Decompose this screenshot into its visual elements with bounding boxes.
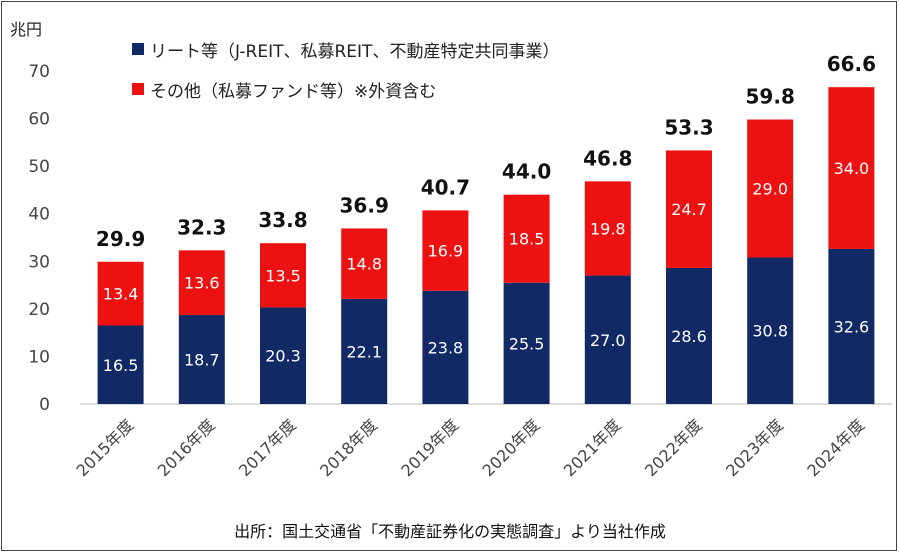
bar-segment-other bbox=[503, 194, 550, 283]
data-label-reit: 18.7 bbox=[184, 351, 220, 370]
data-label-other: 13.5 bbox=[265, 266, 301, 285]
data-label-total: 59.8 bbox=[746, 85, 795, 109]
data-label-other: 18.5 bbox=[509, 230, 545, 249]
bar-segment-reit bbox=[666, 267, 712, 404]
data-label-other: 34.0 bbox=[834, 159, 870, 178]
x-tick-label: 2016年度 bbox=[154, 415, 219, 480]
data-label-total: 33.8 bbox=[258, 208, 307, 232]
bar-segment-other bbox=[260, 243, 306, 308]
data-label-reit: 27.0 bbox=[590, 331, 626, 350]
bar-segment-other bbox=[178, 250, 225, 316]
bar-segment-reit bbox=[422, 290, 469, 404]
y-tick-label: 0 bbox=[39, 395, 50, 415]
y-tick-label: 40 bbox=[28, 205, 50, 225]
bar-segment-other bbox=[97, 261, 144, 326]
data-label-total: 40.7 bbox=[421, 175, 470, 199]
data-label-other: 13.4 bbox=[103, 285, 139, 304]
bar-segment-reit bbox=[503, 282, 550, 404]
bar-segment-reit bbox=[584, 275, 631, 404]
bar-segment-other bbox=[747, 119, 794, 258]
y-tick-label: 50 bbox=[28, 157, 50, 177]
y-tick-label: 30 bbox=[28, 252, 50, 272]
data-label-total: 29.9 bbox=[96, 227, 145, 251]
legend-label-other: その他（私募ファンド等）※外資含む bbox=[150, 81, 437, 102]
bar-segment-reit bbox=[260, 307, 306, 404]
x-tick-label: 2024年度 bbox=[803, 415, 868, 480]
data-label-other: 29.0 bbox=[752, 180, 788, 199]
bar-segment-other bbox=[341, 228, 388, 299]
x-tick-label: 2021年度 bbox=[560, 415, 625, 480]
bar-segment-reit bbox=[341, 298, 388, 404]
chart-legend: リート等（J-REIT、私募REIT、不動産特定共同事業） その他（私募ファンド… bbox=[132, 38, 559, 118]
bar-segment-other bbox=[422, 210, 469, 291]
data-label-other: 13.6 bbox=[184, 274, 220, 293]
data-label-total: 53.3 bbox=[664, 115, 713, 139]
data-label-reit: 23.8 bbox=[428, 338, 464, 357]
data-label-total: 44.0 bbox=[502, 160, 551, 184]
data-label-total: 36.9 bbox=[340, 193, 389, 217]
bar-segment-reit bbox=[97, 325, 144, 404]
data-label-total: 66.6 bbox=[827, 52, 876, 76]
bar-segment-reit bbox=[747, 257, 794, 404]
y-tick-label: 10 bbox=[28, 347, 50, 367]
data-label-other: 16.9 bbox=[428, 242, 464, 261]
source-note: 出所：国土交通省「不動産証券化の実態調査」より当社作成 bbox=[234, 522, 666, 541]
y-tick-label: 60 bbox=[28, 110, 50, 130]
y-axis-unit-label: 兆円 bbox=[10, 20, 43, 39]
data-label-reit: 32.6 bbox=[834, 317, 870, 336]
bar-segment-reit bbox=[178, 315, 225, 404]
legend-swatch-reit bbox=[132, 43, 144, 55]
data-label-reit: 28.6 bbox=[671, 327, 707, 346]
legend-item-other: その他（私募ファンド等）※外資含む bbox=[132, 78, 559, 102]
data-label-reit: 22.1 bbox=[346, 342, 382, 361]
data-label-reit: 16.5 bbox=[103, 356, 139, 375]
data-label-reit: 25.5 bbox=[509, 334, 545, 353]
bar-segment-reit bbox=[828, 248, 875, 404]
data-label-total: 32.3 bbox=[177, 215, 226, 239]
legend-label-reit: リート等（J-REIT、私募REIT、不動産特定共同事業） bbox=[150, 41, 560, 62]
data-label-total: 46.8 bbox=[583, 146, 632, 170]
bar-segment-other bbox=[828, 87, 875, 249]
data-label-other: 19.8 bbox=[590, 219, 626, 238]
data-label-reit: 20.3 bbox=[265, 347, 301, 366]
y-tick-label: 20 bbox=[28, 300, 50, 320]
x-tick-label: 2018年度 bbox=[316, 415, 381, 480]
bar-segment-other bbox=[666, 150, 712, 268]
y-tick-label: 70 bbox=[28, 62, 50, 82]
legend-item-reit: リート等（J-REIT、私募REIT、不動産特定共同事業） bbox=[132, 38, 560, 62]
x-tick-label: 2020年度 bbox=[479, 415, 544, 480]
x-tick-label: 2023年度 bbox=[722, 415, 787, 480]
x-tick-label: 2019年度 bbox=[397, 415, 462, 480]
x-tick-label: 2017年度 bbox=[235, 415, 300, 480]
x-tick-label: 2022年度 bbox=[641, 415, 706, 480]
data-label-other: 14.8 bbox=[346, 255, 382, 274]
bar-segment-other bbox=[584, 181, 631, 276]
data-label-other: 24.7 bbox=[671, 200, 707, 219]
data-label-reit: 30.8 bbox=[752, 322, 788, 341]
x-tick-label: 2015年度 bbox=[73, 415, 138, 480]
legend-swatch-other bbox=[132, 83, 144, 95]
